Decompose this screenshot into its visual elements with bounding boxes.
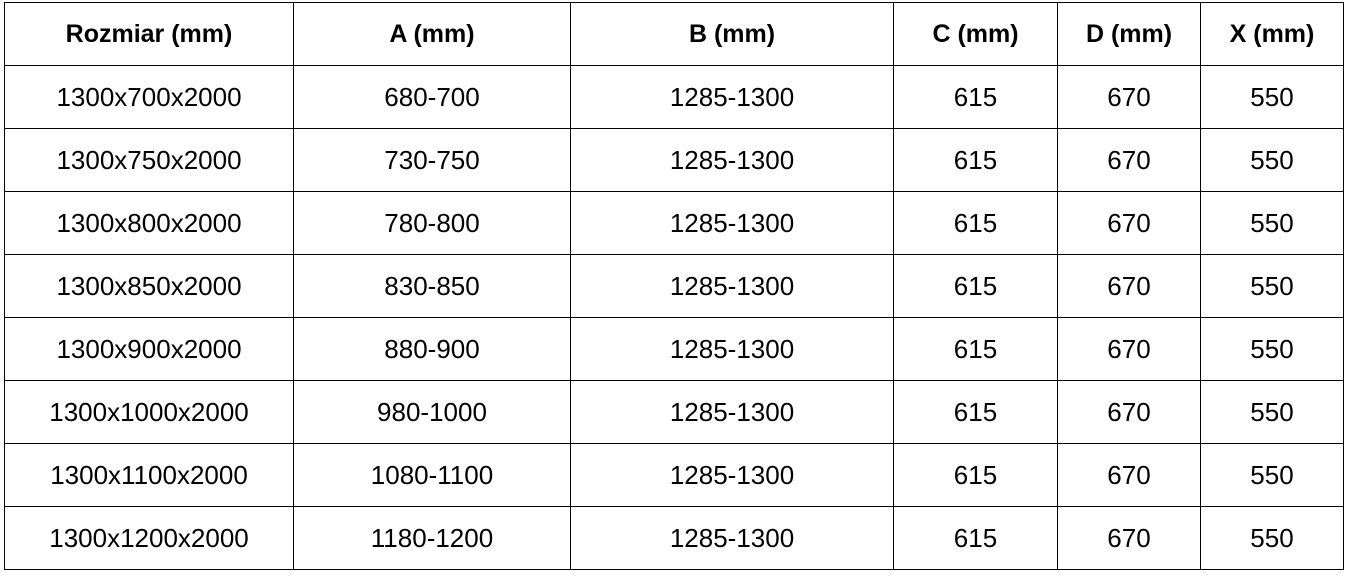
table-cell: 1285-1300 xyxy=(570,128,894,192)
table-row: 1300x1000x2000 980-1000 1285-1300 615 670 550 xyxy=(4,380,1344,444)
table-cell: 1300x850x2000 xyxy=(4,254,294,318)
table-row: 1300x900x2000 880-900 1285-1300 615 670 550 xyxy=(4,317,1344,381)
dimensions-table: Rozmiar (mm) A (mm) B (mm) C (mm) D (mm) X (m… xyxy=(4,2,1344,570)
table-cell: 550 xyxy=(1200,65,1344,129)
table-cell: 1300x900x2000 xyxy=(4,317,294,381)
table-cell: 550 xyxy=(1200,254,1344,318)
table-cell: 670 xyxy=(1057,65,1201,129)
table-cell: 550 xyxy=(1200,380,1344,444)
table-cell: 1300x1100x2000 xyxy=(4,443,294,507)
column-header: D (mm) xyxy=(1057,2,1201,66)
table-cell: 550 xyxy=(1200,191,1344,255)
table-cell: 550 xyxy=(1200,317,1344,381)
table-row: 1300x1200x2000 1180-1200 1285-1300 615 670 55… xyxy=(4,506,1344,570)
table-cell: 1080-1100 xyxy=(293,443,571,507)
table-cell: 730-750 xyxy=(293,128,571,192)
table-cell: 670 xyxy=(1057,443,1201,507)
table-cell: 1285-1300 xyxy=(570,65,894,129)
table-row: 1300x1100x2000 1080-1100 1285-1300 615 670 55… xyxy=(4,443,1344,507)
table-row: 1300x850x2000 830-850 1285-1300 615 670 550 xyxy=(4,254,1344,318)
table-cell: 1285-1300 xyxy=(570,443,894,507)
table-cell: 615 xyxy=(893,380,1058,444)
table-cell: 1300x1200x2000 xyxy=(4,506,294,570)
table-cell: 615 xyxy=(893,443,1058,507)
header-row: Rozmiar (mm) A (mm) B (mm) C (mm) D (mm) X (m… xyxy=(4,2,1344,66)
table-cell: 1285-1300 xyxy=(570,191,894,255)
table-cell: 880-900 xyxy=(293,317,571,381)
table-cell: 550 xyxy=(1200,443,1344,507)
table-cell: 615 xyxy=(893,254,1058,318)
column-header: X (mm) xyxy=(1200,2,1344,66)
table-row: 1300x800x2000 780-800 1285-1300 615 670 550 xyxy=(4,191,1344,255)
table-cell: 615 xyxy=(893,65,1058,129)
column-header: A (mm) xyxy=(293,2,571,66)
table-cell: 780-800 xyxy=(293,191,571,255)
column-header: Rozmiar (mm) xyxy=(4,2,294,66)
column-header: C (mm) xyxy=(893,2,1058,66)
table-cell: 670 xyxy=(1057,254,1201,318)
table-cell: 1285-1300 xyxy=(570,380,894,444)
table-cell: 670 xyxy=(1057,191,1201,255)
table-cell: 1300x750x2000 xyxy=(4,128,294,192)
table-cell: 1300x700x2000 xyxy=(4,65,294,129)
table-cell: 670 xyxy=(1057,380,1201,444)
table-cell: 830-850 xyxy=(293,254,571,318)
table-row: 1300x750x2000 730-750 1285-1300 615 670 550 xyxy=(4,128,1344,192)
table-cell: 980-1000 xyxy=(293,380,571,444)
table-cell: 1180-1200 xyxy=(293,506,571,570)
table-cell: 1300x800x2000 xyxy=(4,191,294,255)
table-cell: 615 xyxy=(893,191,1058,255)
table-cell: 1285-1300 xyxy=(570,506,894,570)
table-cell: 670 xyxy=(1057,506,1201,570)
column-header: B (mm) xyxy=(570,2,894,66)
table-cell: 550 xyxy=(1200,128,1344,192)
table-cell: 670 xyxy=(1057,317,1201,381)
table-cell: 615 xyxy=(893,506,1058,570)
table-cell: 615 xyxy=(893,317,1058,381)
table-cell: 670 xyxy=(1057,128,1201,192)
table-cell: 1285-1300 xyxy=(570,317,894,381)
table-cell: 1285-1300 xyxy=(570,254,894,318)
table-cell: 550 xyxy=(1200,506,1344,570)
table-cell: 680-700 xyxy=(293,65,571,129)
table-cell: 615 xyxy=(893,128,1058,192)
table-cell: 1300x1000x2000 xyxy=(4,380,294,444)
table-row: 1300x700x2000 680-700 1285-1300 615 670 550 xyxy=(4,65,1344,129)
